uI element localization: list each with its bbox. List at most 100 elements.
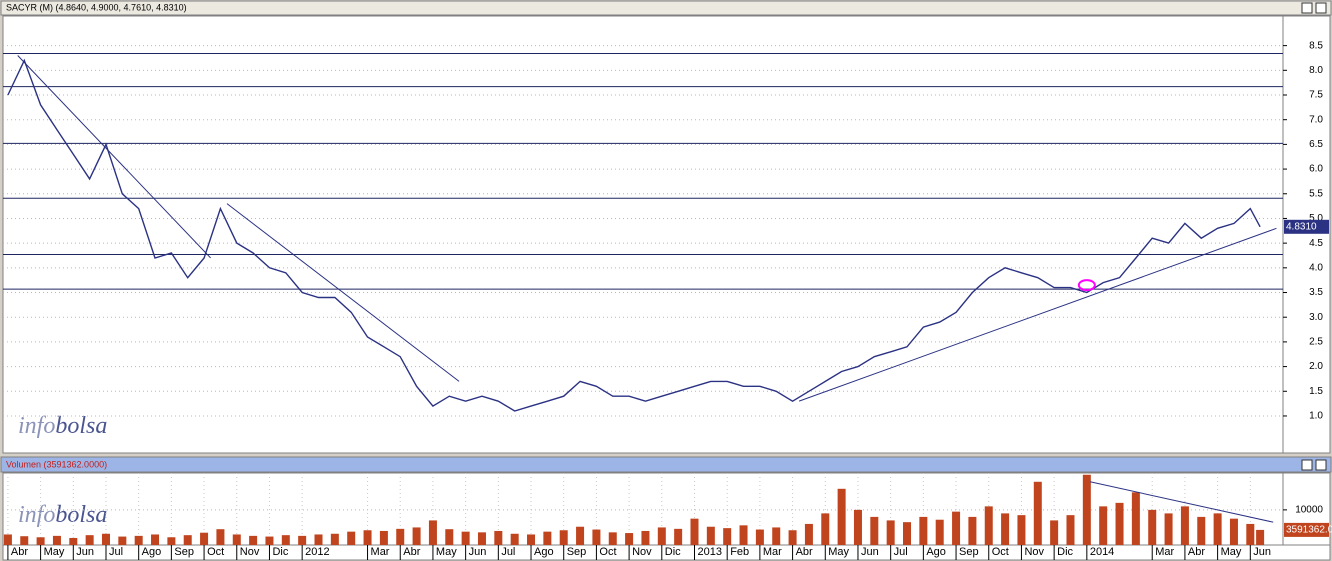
- volume-bar: [347, 531, 356, 545]
- x-tick-label: Nov: [1024, 546, 1044, 558]
- volume-bar: [1229, 518, 1238, 545]
- y-tick-label: 5.5: [1309, 188, 1323, 199]
- watermark-bolsa: bolsa: [55, 502, 107, 528]
- x-tick-label: Dic: [272, 546, 288, 558]
- volume-bar: [1115, 502, 1124, 545]
- y-tick-label: 7.0: [1309, 114, 1323, 125]
- y-tick-label: 6.0: [1309, 164, 1323, 175]
- volume-bar: [804, 523, 813, 545]
- x-tick-label: Jul: [894, 546, 908, 558]
- x-tick-label: Dic: [665, 546, 681, 558]
- volume-bar: [641, 530, 650, 545]
- x-tick-label: Sep: [174, 546, 194, 558]
- volume-bar: [330, 533, 339, 545]
- volume-bar: [428, 520, 437, 545]
- volume-bar: [772, 527, 781, 545]
- volume-bar: [625, 533, 634, 545]
- last-value-box: [1284, 219, 1329, 234]
- y-tick-label: 8.0: [1309, 65, 1323, 76]
- volume-bar: [298, 535, 307, 545]
- x-tick-label: May: [44, 546, 65, 558]
- volume-bar: [85, 535, 94, 545]
- volume-bar: [1246, 523, 1255, 545]
- trendline: [798, 227, 1277, 402]
- volume-bar: [657, 527, 666, 545]
- x-tick-label: Abr: [11, 546, 28, 558]
- volume-bar: [1197, 516, 1206, 545]
- x-tick-label: Mar: [763, 546, 782, 558]
- volume-bar: [118, 536, 127, 545]
- y-tick-label: 3.0: [1309, 312, 1323, 323]
- volume-bar: [134, 535, 143, 545]
- x-tick-label: Jul: [109, 546, 123, 558]
- x-tick-label: Oct: [207, 546, 224, 558]
- volume-bar: [870, 516, 879, 545]
- volume-bar: [690, 518, 699, 545]
- volume-bar: [1099, 506, 1108, 545]
- volume-bar: [755, 529, 764, 545]
- volume-bar: [935, 519, 944, 545]
- volume-bar: [477, 532, 486, 545]
- x-tick-label: Ago: [926, 546, 946, 558]
- watermark-info: info: [18, 413, 55, 439]
- volume-bar: [984, 506, 993, 545]
- x-tick-label: 2012: [305, 546, 329, 558]
- volume-title: Volumen (3591362.0000): [6, 459, 107, 469]
- x-tick-label: Abr: [796, 546, 813, 558]
- volume-bar: [576, 526, 585, 545]
- trendline: [1089, 481, 1274, 523]
- volume-bar: [69, 537, 78, 545]
- x-tick-label: Ago: [534, 546, 554, 558]
- close-button[interactable]: [1315, 459, 1327, 471]
- x-tick-label: Mar: [371, 546, 390, 558]
- price-axis: [1282, 15, 1331, 454]
- x-tick-label: Jul: [501, 546, 515, 558]
- volume-bar: [1180, 506, 1189, 545]
- volume-bar: [461, 531, 470, 545]
- volume-bar: [1050, 520, 1059, 545]
- x-tick-label: Jun: [76, 546, 94, 558]
- y-tick-label: 8.5: [1309, 40, 1323, 51]
- volume-bar: [265, 536, 274, 545]
- maximize-button[interactable]: [1301, 2, 1313, 14]
- y-tick-label: 7.5: [1309, 90, 1323, 101]
- y-tick-label: 3.5: [1309, 287, 1323, 298]
- volume-bar: [151, 534, 160, 545]
- x-tick-label: Jun: [469, 546, 487, 558]
- maximize-button[interactable]: [1301, 459, 1313, 471]
- y-tick-label: 5.0: [1309, 213, 1323, 224]
- x-tick-label: Ago: [142, 546, 162, 558]
- y-tick-label: 1.5: [1309, 386, 1323, 397]
- volume-bar: [379, 530, 388, 545]
- volume-bar: [559, 530, 568, 545]
- watermark-info: info: [18, 502, 55, 528]
- volume-bar: [1213, 513, 1222, 545]
- x-tick-label: Sep: [959, 546, 979, 558]
- close-button[interactable]: [1315, 2, 1327, 14]
- volume-bar: [183, 535, 192, 545]
- x-tick-label: Jun: [861, 546, 879, 558]
- x-tick-label: 2013: [697, 546, 721, 558]
- volume-bar: [52, 535, 61, 545]
- x-axis: [2, 544, 1331, 561]
- volume-bar: [853, 509, 862, 545]
- y-tick-label: 2.5: [1309, 337, 1323, 348]
- volume-bar: [1066, 515, 1075, 545]
- volume-bar: [1256, 529, 1265, 545]
- watermark: infobolsa: [18, 502, 107, 528]
- highlight: [1077, 279, 1096, 292]
- volume-bar: [396, 528, 405, 545]
- x-tick-label: May: [1221, 546, 1242, 558]
- watermark: infobolsa: [18, 413, 107, 439]
- volume-bar: [608, 532, 617, 545]
- last-value-label: 3591362.0: [1286, 525, 1332, 536]
- x-tick-label: May: [436, 546, 457, 558]
- volume-bar: [968, 516, 977, 545]
- volume-bar: [886, 520, 895, 545]
- x-tick-label: Feb: [730, 546, 749, 558]
- volume-bar: [837, 488, 846, 545]
- x-tick-label: Nov: [240, 546, 260, 558]
- volume-bar: [101, 533, 110, 545]
- price-plot: [2, 15, 1284, 454]
